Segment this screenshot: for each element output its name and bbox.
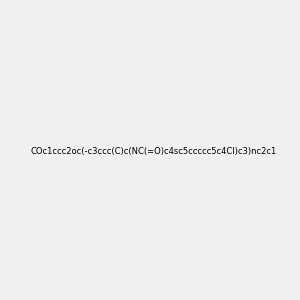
Text: COc1ccc2oc(-c3ccc(C)c(NC(=O)c4sc5ccccc5c4Cl)c3)nc2c1: COc1ccc2oc(-c3ccc(C)c(NC(=O)c4sc5ccccc5c… bbox=[31, 147, 277, 156]
